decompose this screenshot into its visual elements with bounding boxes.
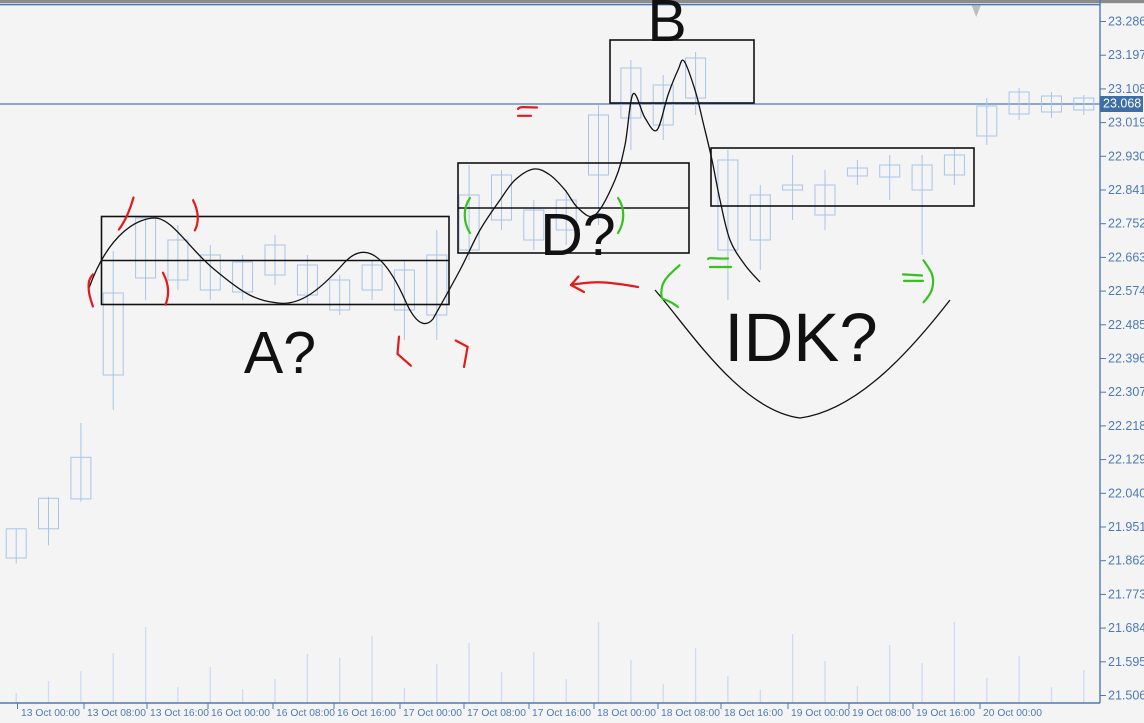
svg-text:D?: D? (540, 202, 615, 268)
svg-text:22.930: 22.930 (1108, 149, 1144, 163)
svg-text:22.129: 22.129 (1108, 453, 1144, 467)
svg-text:16 Oct 16:00: 16 Oct 16:00 (337, 708, 396, 719)
svg-text:19 Oct 16:00: 19 Oct 16:00 (916, 708, 975, 719)
svg-text:20 Oct 00:00: 20 Oct 00:00 (983, 708, 1042, 719)
svg-text:21.506: 21.506 (1108, 689, 1144, 703)
svg-text:13 Oct 08:00: 13 Oct 08:00 (87, 708, 146, 719)
svg-text:A?: A? (244, 320, 316, 386)
svg-text:18 Oct 00:00: 18 Oct 00:00 (597, 708, 656, 719)
svg-text:19 Oct 08:00: 19 Oct 08:00 (852, 708, 911, 719)
svg-text:22.752: 22.752 (1108, 217, 1144, 231)
svg-text:22.485: 22.485 (1108, 318, 1144, 332)
svg-text:23.068: 23.068 (1103, 97, 1141, 111)
svg-text:22.396: 22.396 (1108, 352, 1144, 366)
svg-text:17 Oct 08:00: 17 Oct 08:00 (467, 708, 526, 719)
svg-text:13 Oct 00:00: 13 Oct 00:00 (21, 708, 80, 719)
svg-text:21.595: 21.595 (1108, 655, 1144, 669)
svg-text:17 Oct 16:00: 17 Oct 16:00 (532, 708, 591, 719)
svg-text:13 Oct 16:00: 13 Oct 16:00 (150, 708, 209, 719)
svg-text:23.286: 23.286 (1108, 15, 1144, 29)
svg-text:23.197: 23.197 (1108, 48, 1144, 62)
svg-text:22.574: 22.574 (1108, 284, 1144, 298)
svg-text:IDK?: IDK? (724, 299, 877, 376)
svg-text:22.663: 22.663 (1108, 250, 1144, 264)
svg-text:22.841: 22.841 (1108, 183, 1144, 197)
svg-text:21.773: 21.773 (1108, 587, 1144, 601)
svg-text:17 Oct 00:00: 17 Oct 00:00 (403, 708, 462, 719)
svg-text:19 Oct 00:00: 19 Oct 00:00 (791, 708, 850, 719)
svg-text:18 Oct 08:00: 18 Oct 08:00 (661, 708, 720, 719)
svg-text:21.862: 21.862 (1108, 554, 1144, 568)
svg-text:B: B (647, 0, 686, 54)
svg-text:16 Oct 00:00: 16 Oct 00:00 (211, 708, 270, 719)
svg-text:18 Oct 16:00: 18 Oct 16:00 (724, 708, 783, 719)
svg-text:21.951: 21.951 (1108, 520, 1144, 534)
svg-text:16 Oct 08:00: 16 Oct 08:00 (276, 708, 335, 719)
svg-text:22.040: 22.040 (1108, 486, 1144, 500)
svg-text:21.684: 21.684 (1108, 621, 1144, 635)
svg-text:22.307: 22.307 (1108, 385, 1144, 399)
svg-text:23.108: 23.108 (1108, 82, 1144, 96)
svg-text:22.218: 22.218 (1108, 419, 1144, 433)
svg-text:23.019: 23.019 (1108, 116, 1144, 130)
